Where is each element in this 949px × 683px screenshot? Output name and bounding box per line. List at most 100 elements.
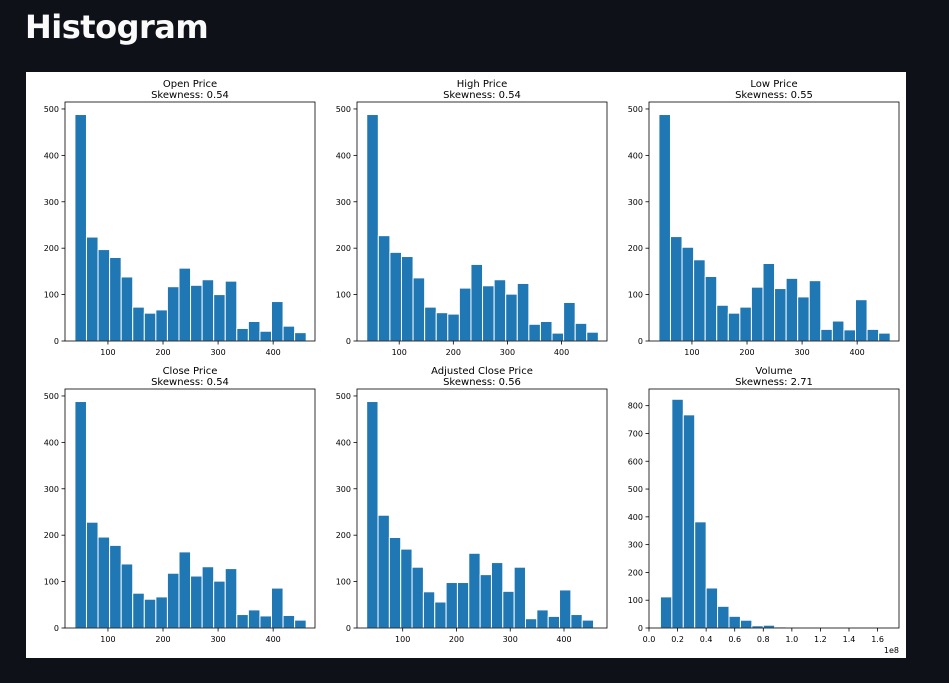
x-tick-label: 0.2 [671,635,684,644]
histogram-bar [166,572,180,629]
histogram-bar [581,619,595,629]
histogram-bar [224,568,238,629]
histogram-bar [190,284,203,342]
histogram-bar [470,263,484,342]
histogram-figure: 0 100 200 300 400 500 100 200 300 400 Open Price Sk… [26,72,906,658]
histogram-bar [435,312,449,342]
histogram-bar [482,285,495,342]
axes-frame [64,388,316,629]
histogram-bar [516,282,530,342]
y-tick-label: 400 [628,151,643,160]
histogram-bar [785,277,799,342]
y-tick-label: 0 [346,337,351,346]
y-tick-label: 700 [628,429,643,438]
subplot-subtitle: Skewness: 0.55 [735,90,813,101]
histogram-bar [294,332,307,342]
y-tick-label: 500 [336,105,351,114]
histogram-bar [681,246,695,342]
histogram-bar [739,306,752,342]
histogram-bar [669,236,683,342]
histogram-bar [479,574,492,629]
histogram-bar [259,615,272,629]
histogram-bar [213,294,226,342]
y-tick-label: 300 [44,485,59,494]
x-tick-label: 200 [155,348,170,357]
histogram-bar [716,304,729,342]
y-tick-label: 100 [336,291,351,300]
histogram-bar [468,552,481,629]
histogram-bar [97,249,111,342]
y-tick-label: 500 [44,392,59,401]
subplot-title: Low Price [750,79,797,90]
histogram-bar [490,562,504,629]
histogram-bar [366,114,379,342]
x-tick-label: 400 [556,635,571,644]
histogram-bar [682,414,696,629]
subplot-title: Adjusted Close Price [431,366,533,377]
histogram-bar [547,615,561,629]
histogram-bar [120,563,134,629]
y-tick-label: 0 [54,624,59,633]
histogram-bar [843,329,856,342]
x-tick-label: 300 [500,348,515,357]
histogram-bar [586,331,599,342]
histogram-bar [831,320,845,342]
subplot-subtitle: Skewness: 0.54 [151,90,229,101]
histogram-panel: 0 100 200 300 400 500 100 200 300 400 High PriceSk… [336,79,608,357]
histogram-bar [717,605,730,629]
histogram-bar [74,401,87,629]
x-tick-label: 0.0 [643,635,656,644]
axes-frame [648,388,900,629]
histogram-bar [412,277,426,342]
y-tick-label: 600 [628,457,643,466]
y-tick-label: 100 [44,578,59,587]
y-tick-label: 0 [346,624,351,633]
histogram-bar [236,614,249,629]
histogram-panel: 0 100 200 300 400 500 100 200 300 400 Adjusted Clo… [336,366,608,644]
histogram-bar [201,566,215,629]
subplot-subtitle: Skewness: 0.56 [443,377,521,388]
histogram-bar [411,566,424,629]
y-tick-label: 400 [44,438,59,447]
page-title: Histogram [25,8,209,46]
x-tick-label: 300 [503,635,518,644]
x-tick-label: 200 [449,635,464,644]
axes-frame [356,101,608,342]
subplot-subtitle: Skewness: 2.71 [735,377,813,388]
histogram-bar [400,548,413,629]
y-tick-label: 500 [336,392,351,401]
histogram-bar [97,536,111,629]
histogram-bar [739,619,753,629]
histogram-bar [705,587,719,629]
y-tick-label: 300 [44,198,59,207]
histogram-bar [247,321,261,342]
y-tick-label: 400 [336,438,351,447]
histogram-bar [400,256,414,342]
histogram-bar [658,114,671,342]
histogram-bar [536,609,549,629]
histogram-bar [388,537,402,629]
histogram-panel: 0 100 200 300 400 500 100 200 300 400 Open PriceSk… [44,79,316,357]
histogram-bar [213,580,226,629]
y-tick-label: 300 [628,198,643,207]
y-tick-label: 200 [628,568,643,577]
histogram-bar [659,596,673,629]
histogram-bar [694,521,707,629]
histogram-bar [109,544,122,629]
subplot-title: Open Price [163,79,217,90]
histogram-bar [797,296,810,342]
histogram-bar [445,582,458,629]
histogram-bar [270,301,284,342]
y-tick-label: 0 [638,337,643,346]
histogram-bar [166,286,180,342]
histogram-bar [728,615,741,629]
histogram-bar [878,332,891,342]
histogram-bar [820,328,833,342]
histogram-bar [377,514,390,629]
histogram-bar [366,401,379,629]
x-tick-label: 200 [446,348,461,357]
histogram-bar [201,279,215,342]
histogram-bar [422,591,436,629]
histogram-bar [143,312,157,342]
